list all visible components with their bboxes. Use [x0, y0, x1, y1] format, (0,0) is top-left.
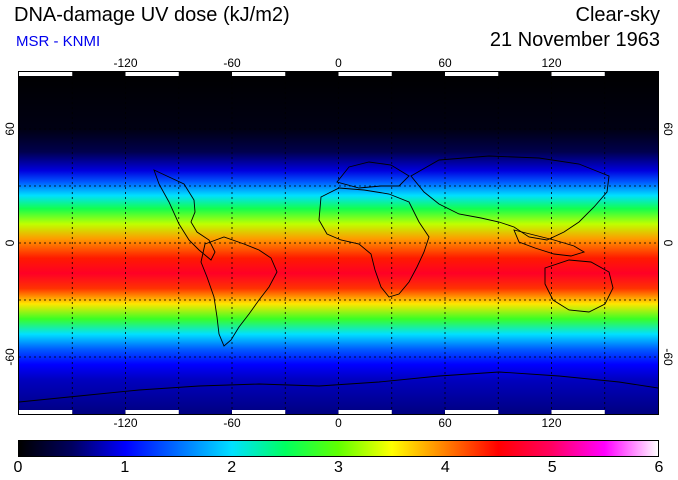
frame-tick-segment: [445, 410, 499, 414]
lon-tick-label-bottom: 60: [438, 416, 452, 430]
coastline-north-america: [153, 169, 216, 261]
colorbar: [18, 440, 659, 457]
coastline-europe: [336, 161, 410, 189]
date-label: 21 November 1963: [489, 29, 660, 51]
lat-tick-label-right: 60: [661, 122, 675, 136]
lat-tick-label-left: -60: [3, 348, 17, 366]
lon-tick-label-top: 0: [335, 56, 342, 70]
lat-tick-label-right: -60: [661, 348, 675, 366]
frame-tick-segment: [19, 410, 73, 414]
lon-tick-label-bottom: 0: [335, 416, 342, 430]
colorbar-tick-label: 3: [334, 459, 343, 476]
frame-tick-segment: [551, 72, 605, 76]
lon-tick-label-bottom: -60: [223, 416, 241, 430]
colorbar-tick-label: 6: [654, 459, 664, 476]
coastline-antarctica: [19, 371, 658, 403]
coastline-indonesia: [513, 229, 586, 257]
lat-tick-label-left: 0: [3, 239, 17, 247]
lon-tick-label-top: -120: [113, 56, 138, 70]
frame-tick-segment: [125, 410, 179, 414]
frame-tick-marks: [19, 72, 605, 414]
coastlines: [19, 155, 658, 403]
colorbar-tick-label: 2: [227, 459, 237, 476]
source-label: MSR - KNMI: [16, 33, 101, 50]
frame-tick-segment: [338, 72, 392, 76]
colorbar-tick-label: 4: [440, 459, 450, 476]
colorbar-tick-label: 0: [13, 459, 23, 476]
coastline-africa: [318, 187, 430, 298]
uv-dose-map: [18, 71, 659, 415]
coastline-south-america: [200, 236, 278, 347]
frame-tick-segment: [232, 72, 286, 76]
frame-tick-segment: [125, 72, 179, 76]
colorbar-tick-label: 5: [547, 459, 557, 476]
lon-tick-label-top: -60: [223, 56, 241, 70]
lon-tick-label-bottom: 120: [541, 416, 562, 430]
coastline-asia: [410, 155, 610, 241]
map-canvas: [19, 72, 658, 414]
lon-tick-label-bottom: -120: [113, 416, 138, 430]
graticule: [19, 72, 658, 414]
frame-tick-segment: [19, 72, 73, 76]
sky-condition-label: Clear-sky: [575, 4, 660, 26]
lat-tick-label-right: 0: [661, 239, 675, 247]
lon-tick-label-top: 120: [541, 56, 562, 70]
colorbar-tick-label: 1: [120, 459, 130, 476]
lon-tick-label-top: 60: [438, 56, 452, 70]
frame-tick-segment: [232, 410, 286, 414]
map-title: DNA-damage UV dose (kJ/m2): [14, 4, 290, 26]
lat-tick-label-left: 60: [3, 122, 17, 136]
frame-tick-segment: [445, 72, 499, 76]
frame-tick-segment: [338, 410, 392, 414]
frame-tick-segment: [551, 410, 605, 414]
